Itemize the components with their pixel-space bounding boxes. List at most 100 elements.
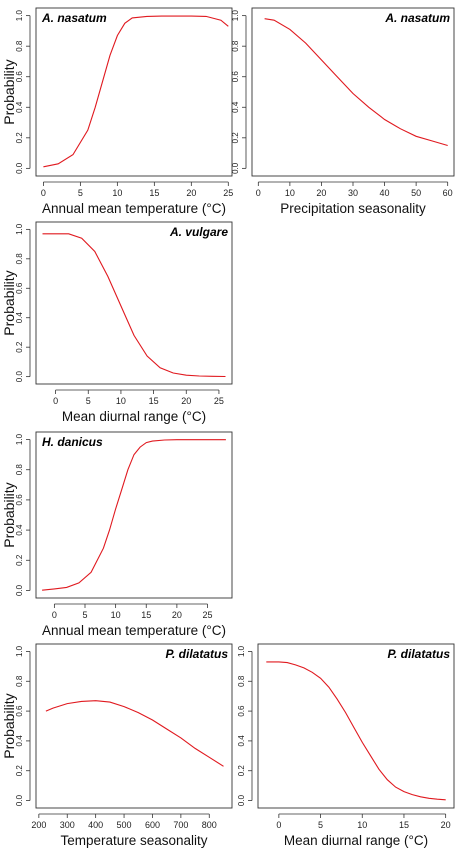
panel-5: 0.0 0.2 0.4 0.6 0.8 1.0 200 300 400 500 600 700 800 T… <box>1 643 233 848</box>
probability-curve <box>45 700 224 767</box>
x-tick-label: 15 <box>399 820 409 830</box>
panel-frame <box>257 643 455 809</box>
y-tick-label: 1.0 <box>231 10 240 22</box>
x-tick-label: 5 <box>82 610 87 620</box>
x-tick-label: 400 <box>88 820 103 830</box>
x-tick-label: 60 <box>443 188 453 198</box>
y-tick-label: 0.0 <box>231 162 240 174</box>
x-tick-label: 25 <box>223 188 233 198</box>
y-tick-label: 0.8 <box>15 40 24 52</box>
y-axis-label: Probability <box>1 482 17 547</box>
y-tick-label: 0.6 <box>237 705 246 717</box>
x-tick-label: 20 <box>172 610 182 620</box>
x-tick-label: 10 <box>116 396 126 406</box>
y-tick-label: 0.0 <box>15 584 24 596</box>
y-tick-label: 0.2 <box>15 765 24 777</box>
panel-3: 0.0 0.2 0.4 0.6 0.8 1.0 0 5 10 15 20 25 Mean diurnal… <box>1 221 233 424</box>
y-tick-label: 0.8 <box>15 253 24 265</box>
y-tick-label: 0.2 <box>15 554 24 566</box>
y-tick-label: 0.6 <box>15 71 24 83</box>
panel-title: A. vulgare <box>169 225 228 239</box>
x-tick-label: 25 <box>202 610 212 620</box>
x-tick-label: 15 <box>149 396 159 406</box>
y-tick-label: 0.0 <box>237 794 246 806</box>
x-tick-label: 10 <box>111 610 121 620</box>
x-tick-label: 600 <box>145 820 160 830</box>
x-tick-label: 10 <box>285 188 295 198</box>
panel-frame <box>35 7 233 177</box>
x-tick-label: 20 <box>441 820 451 830</box>
y-tick-label: 0.0 <box>15 371 24 383</box>
probability-curve <box>43 15 229 168</box>
x-tick-label: 0 <box>256 188 261 198</box>
x-tick-label: 5 <box>86 396 91 406</box>
x-tick-label: 10 <box>357 820 367 830</box>
panel-6: 0.0 0.2 0.4 0.6 0.8 1.0 0 5 10 15 20 Mean diurnal r… <box>237 643 455 848</box>
panel-title: A. nasatum <box>384 11 450 25</box>
x-tick-label: 20 <box>181 396 191 406</box>
x-tick-label: 15 <box>149 188 159 198</box>
panel-frame <box>251 7 455 177</box>
y-tick-label: 0.8 <box>237 675 246 687</box>
y-tick-label: 0.6 <box>231 71 240 83</box>
y-tick-label: 0.4 <box>231 101 240 113</box>
x-tick-label: 0 <box>41 188 46 198</box>
y-tick-label: 0.6 <box>15 494 24 506</box>
panel-title: A. nasatum <box>41 11 107 25</box>
y-tick-label: 0.6 <box>15 705 24 717</box>
probability-curve <box>266 661 446 801</box>
x-axis-label: Mean diurnal range (°C) <box>284 833 428 848</box>
panel-4: 0.0 0.2 0.4 0.6 0.8 1.0 0 5 10 15 20 25 Annual mean … <box>1 431 233 638</box>
x-tick-label: 0 <box>53 396 58 406</box>
y-tick-label: 1.0 <box>15 645 24 657</box>
panel-frame <box>35 431 233 599</box>
panel-frame <box>35 643 233 809</box>
x-tick-label: 0 <box>52 610 57 620</box>
y-tick-label: 1.0 <box>15 10 24 22</box>
y-axis-label: Probability <box>1 270 17 335</box>
y-tick-label: 0.4 <box>15 312 24 324</box>
x-tick-label: 25 <box>214 396 224 406</box>
probability-curve <box>42 439 226 591</box>
y-tick-label: 0.2 <box>15 341 24 353</box>
panel-1: 0.0 0.2 0.4 0.6 0.8 1.0 0 5 10 15 20 25 Annual mean … <box>1 7 233 216</box>
y-tick-label: 0.6 <box>15 282 24 294</box>
x-tick-label: 15 <box>141 610 151 620</box>
y-axis-label: Probability <box>1 693 17 758</box>
x-axis-label: Mean diurnal range (°C) <box>62 409 206 424</box>
panel-title: P. dilatatus <box>166 647 229 661</box>
y-tick-label: 1.0 <box>15 223 24 235</box>
panel-frame <box>35 221 233 385</box>
y-tick-label: 0.4 <box>15 524 24 536</box>
x-axis-label: Precipitation seasonality <box>280 201 426 216</box>
x-axis-label: Temperature seasonality <box>60 833 207 848</box>
x-tick-label: 10 <box>112 188 122 198</box>
x-tick-label: 500 <box>117 820 132 830</box>
x-tick-label: 300 <box>60 820 75 830</box>
y-tick-label: 0.8 <box>15 464 24 476</box>
panel-title: H. danicus <box>42 435 103 449</box>
y-tick-label: 0.2 <box>15 132 24 144</box>
y-axis-label: Probability <box>1 59 17 124</box>
y-tick-label: 0.0 <box>15 794 24 806</box>
y-tick-label: 0.2 <box>237 765 246 777</box>
x-tick-label: 800 <box>202 820 217 830</box>
probability-curve <box>42 233 226 378</box>
panel-2: 0.0 0.2 0.4 0.6 0.8 1.0 0 10 20 30 40 50 60 Precipita… <box>231 7 455 216</box>
y-tick-label: 0.8 <box>231 40 240 52</box>
x-tick-label: 5 <box>318 820 323 830</box>
x-tick-label: 0 <box>276 820 281 830</box>
x-axis-label: Annual mean temperature (°C) <box>42 201 226 216</box>
x-tick-label: 50 <box>411 188 421 198</box>
y-tick-label: 1.0 <box>15 433 24 445</box>
x-tick-label: 200 <box>31 820 46 830</box>
y-tick-label: 0.4 <box>15 101 24 113</box>
panel-title: P. dilatatus <box>388 647 451 661</box>
x-tick-label: 20 <box>316 188 326 198</box>
probability-curve <box>264 18 448 147</box>
x-tick-label: 700 <box>173 820 188 830</box>
y-tick-label: 0.4 <box>237 735 246 747</box>
x-tick-label: 5 <box>78 188 83 198</box>
x-axis-label: Annual mean temperature (°C) <box>42 623 226 638</box>
